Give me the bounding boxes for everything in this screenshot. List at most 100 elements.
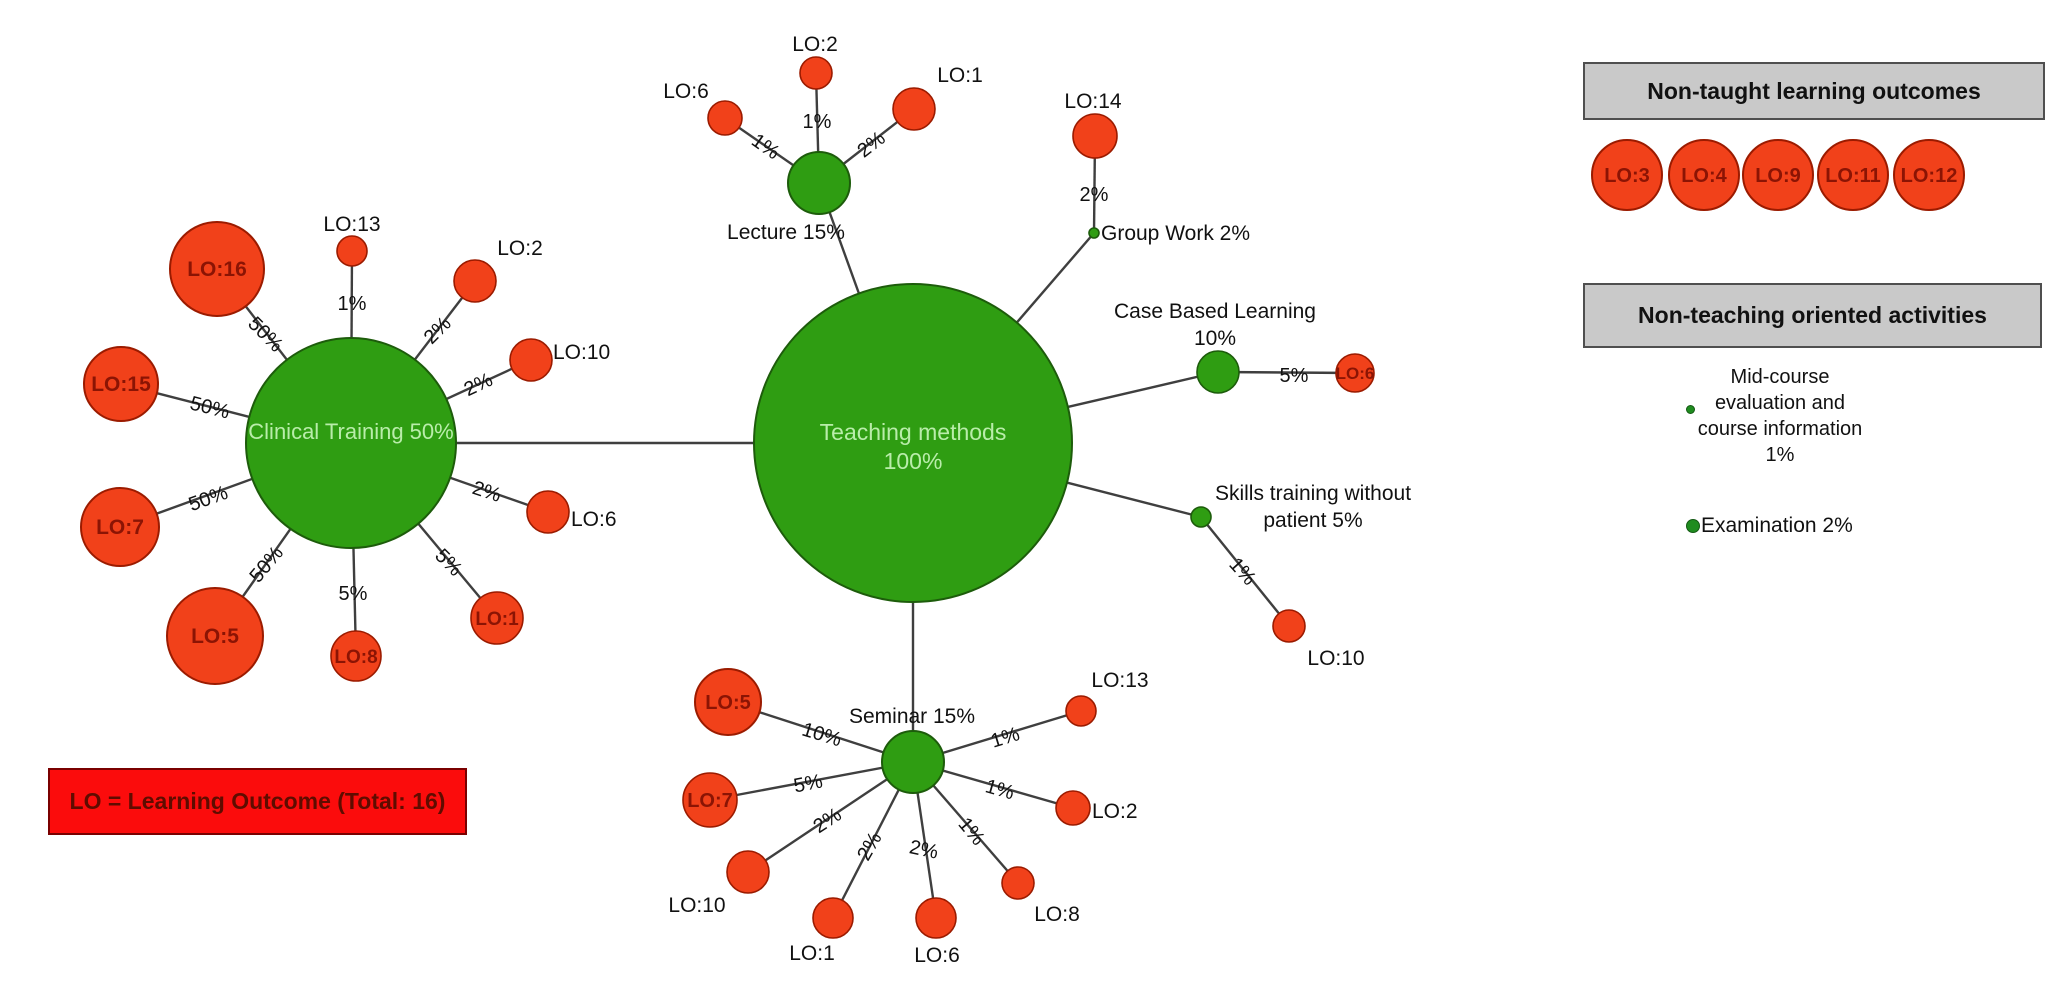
node-s5-outcome-circle <box>694 668 762 736</box>
node-label-l1: LO:1 <box>937 64 983 87</box>
node-s7-outcome-circle <box>682 772 738 828</box>
non-taught-outcomes-header: Non-taught learning outcomes <box>1583 62 2045 120</box>
node-label-lecture: Lecture 15% <box>727 221 845 244</box>
edge-label-cbl-b6: 5% <box>1280 365 1309 387</box>
edge-label-seminar-s6: 2% <box>907 836 940 864</box>
node-label-teaching: 100% <box>884 448 943 474</box>
node-b6-outcome-circle <box>1335 353 1375 393</box>
edge-label-clinical-c2: 2% <box>420 313 456 349</box>
node-c8-outcome-circle <box>330 630 382 682</box>
node-label-skills: patient 5% <box>1263 509 1362 532</box>
node-label-s10: LO:10 <box>668 894 725 917</box>
node-c6-outcome-circle <box>526 490 570 534</box>
node-label-c16: LO:16 <box>187 258 247 281</box>
node-label-nt2: LO:9 <box>1755 165 1801 187</box>
midcourse-evaluation-note: Mid-course evaluation and course informa… <box>1660 364 1900 468</box>
node-label-clinical: Clinical Training 50% <box>248 419 453 444</box>
node-label-s1: LO:1 <box>789 942 835 965</box>
midcourse-line-2: evaluation and <box>1714 392 1846 414</box>
midcourse-line-1: Mid-course <box>1730 366 1830 388</box>
node-label-nt1: LO:4 <box>1681 165 1727 187</box>
edge-label-groupwork-g14: 2% <box>1080 184 1109 206</box>
edge-seminar-s10 <box>747 761 914 873</box>
node-teaching-method-circle <box>753 283 1073 603</box>
node-c10-outcome-circle <box>509 338 553 382</box>
node-s13-outcome-circle <box>1065 695 1097 727</box>
non-teaching-activities-header: Non-teaching oriented activities <box>1583 283 2042 348</box>
edge-label-seminar-s7: 5% <box>792 770 825 797</box>
node-label-s2: LO:2 <box>1092 800 1138 823</box>
node-c13-outcome-circle <box>336 235 368 267</box>
node-s8-outcome-circle <box>1001 866 1035 900</box>
node-lecture-method-circle <box>787 151 851 215</box>
edge-label-seminar-s13: 1% <box>988 723 1022 753</box>
node-label-s5: LO:5 <box>705 692 751 714</box>
edge-label-clinical-c7: 50% <box>186 482 231 516</box>
node-skills-method-circle <box>1190 506 1212 528</box>
edge-label-seminar-s10: 2% <box>809 804 845 838</box>
node-nt4-outcome-circle <box>1893 139 1965 211</box>
node-nt0-outcome-circle <box>1591 139 1663 211</box>
node-label-nt3: LO:11 <box>1825 165 1881 187</box>
node-cbl-method-circle <box>1196 350 1240 394</box>
node-label-c7: LO:7 <box>96 516 144 539</box>
node-groupwork-method-circle <box>1088 227 1100 239</box>
midcourse-line-4: 1% <box>1765 444 1795 466</box>
node-label-l2: LO:2 <box>792 33 838 56</box>
edge-label-lecture-l2: 1% <box>803 111 832 133</box>
non-teaching-activities-title: Non-teaching oriented activities <box>1638 302 1987 328</box>
node-c2-outcome-circle <box>453 259 497 303</box>
node-k10-outcome-circle <box>1272 609 1306 643</box>
node-label-s8: LO:8 <box>1034 903 1080 926</box>
edge-seminar-s7 <box>709 760 914 802</box>
edge-label-clinical-c6: 2% <box>470 477 504 507</box>
node-c7-outcome-circle <box>80 487 160 567</box>
node-label-c6: LO:6 <box>571 508 617 531</box>
node-label-c2: LO:2 <box>497 237 543 260</box>
node-label-seminar: Seminar 15% <box>849 705 975 728</box>
edge-label-clinical-c5: 50% <box>245 542 288 587</box>
node-clinical-method-circle <box>245 337 457 549</box>
node-label-nt0: LO:3 <box>1604 165 1650 187</box>
node-label-c8: LO:8 <box>334 647 377 668</box>
examination-bullet-dot <box>1686 519 1700 533</box>
node-l1-outcome-circle <box>892 87 936 131</box>
node-c15-outcome-circle <box>83 346 159 422</box>
node-l2-outcome-circle <box>799 56 833 90</box>
node-nt2-outcome-circle <box>1742 139 1814 211</box>
node-seminar-method-circle <box>881 730 945 794</box>
edge-label-seminar-s2: 1% <box>983 775 1017 804</box>
node-nt1-outcome-circle <box>1668 139 1740 211</box>
node-c16-outcome-circle <box>169 221 265 317</box>
edge-cbl-b6 <box>1217 370 1356 375</box>
node-label-nt4: LO:12 <box>1901 165 1958 187</box>
node-label-c5: LO:5 <box>191 625 239 648</box>
examination-note: Examination 2% <box>1701 513 1853 539</box>
edge-label-clinical-c13: 1% <box>338 293 367 315</box>
node-label-c13: LO:13 <box>323 213 380 236</box>
edge-skills-k10 <box>1200 516 1290 627</box>
node-label-c10: LO:10 <box>553 341 610 364</box>
node-label-teaching: Teaching methods <box>820 419 1007 445</box>
node-g14-outcome-circle <box>1072 113 1118 159</box>
node-label-k10: LO:10 <box>1307 647 1364 670</box>
node-label-groupwork: Group Work 2% <box>1101 222 1250 245</box>
node-l6-outcome-circle <box>707 100 743 136</box>
node-c5-outcome-circle <box>166 587 264 685</box>
node-nt3-outcome-circle <box>1817 139 1889 211</box>
edge-label-seminar-s5: 10% <box>799 719 844 752</box>
node-label-s13: LO:13 <box>1091 669 1148 692</box>
node-label-c15: LO:15 <box>91 373 151 396</box>
node-label-s7: LO:7 <box>687 790 733 812</box>
midcourse-bullet-dot <box>1685 404 1695 414</box>
node-s1-outcome-circle <box>812 897 854 939</box>
node-s6-outcome-circle <box>915 897 957 939</box>
node-label-l6: LO:6 <box>663 80 709 103</box>
node-label-cbl: Case Based Learning <box>1114 300 1316 323</box>
node-label-s6: LO:6 <box>914 944 960 967</box>
node-s2-outcome-circle <box>1055 790 1091 826</box>
non-taught-outcomes-title: Non-taught learning outcomes <box>1647 77 1981 104</box>
node-label-b6: LO:6 <box>1336 364 1375 383</box>
